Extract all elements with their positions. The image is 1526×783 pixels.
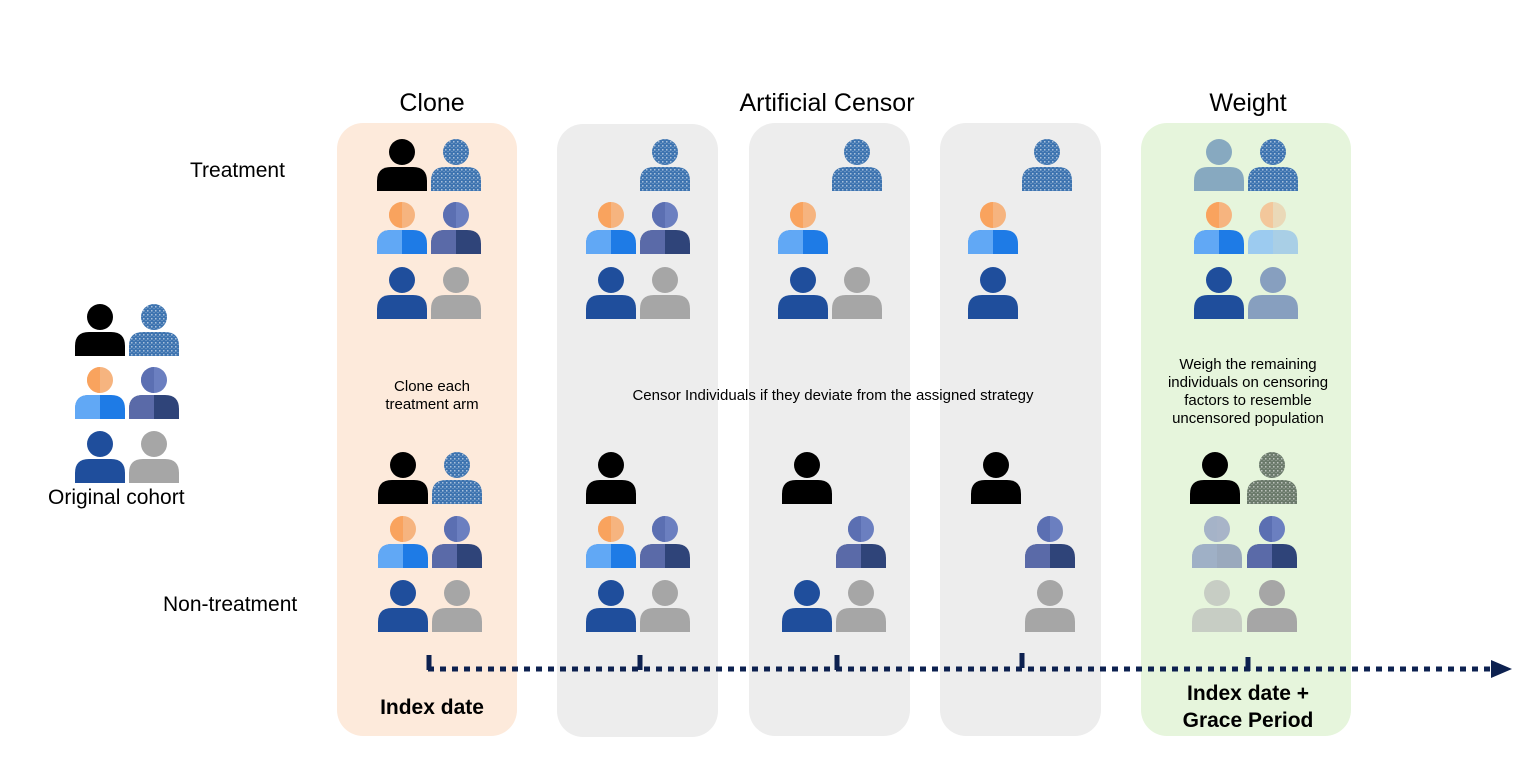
- person-icon: [640, 267, 690, 319]
- person-icon: [378, 452, 428, 504]
- person-icon: [377, 267, 427, 319]
- person-icon: [1192, 580, 1242, 632]
- person-icon: [377, 139, 427, 191]
- row-label-non-treatment: Non-treatment: [163, 593, 298, 616]
- person-icon: [75, 431, 125, 483]
- person-icon: [432, 580, 482, 632]
- grace-period-line1: Index date +: [1187, 682, 1309, 705]
- person-icon: [1194, 202, 1244, 254]
- person-icon: [431, 202, 481, 254]
- person-icon: [832, 139, 882, 191]
- person-icon: [432, 452, 482, 504]
- timeline-arrowhead: [1491, 660, 1512, 678]
- person-icon: [968, 202, 1018, 254]
- clone-note: Clone each treatment arm: [385, 378, 479, 413]
- person-icon: [1194, 139, 1244, 191]
- person-icon: [75, 304, 125, 356]
- person-icon: [1248, 202, 1298, 254]
- person-icon: [586, 516, 636, 568]
- grace-period-label: Index date + Grace Period: [1148, 680, 1348, 734]
- weight-note: Weigh the remaining individuals on censo…: [1167, 356, 1329, 427]
- weight-panel: [1141, 123, 1351, 736]
- person-icon: [640, 580, 690, 632]
- censor-panel-3: [940, 123, 1101, 736]
- person-icon: [129, 431, 179, 483]
- person-icon: [1247, 580, 1297, 632]
- header-artificial-censor: Artificial Censor: [739, 89, 915, 117]
- person-icon: [431, 139, 481, 191]
- person-icon: [778, 267, 828, 319]
- person-icon: [586, 452, 636, 504]
- person-icon: [431, 267, 481, 319]
- person-icon: [1025, 516, 1075, 568]
- person-icon: [586, 580, 636, 632]
- person-icon: [377, 202, 427, 254]
- person-icon: [640, 139, 690, 191]
- person-icon: [778, 202, 828, 254]
- cohort-label: Original cohort: [48, 486, 185, 509]
- person-icon: [75, 367, 125, 419]
- grace-period-line2: Grace Period: [1182, 709, 1314, 732]
- person-icon: [1247, 516, 1297, 568]
- person-icon: [586, 202, 636, 254]
- person-icon: [1022, 139, 1072, 191]
- clone-panel: [337, 123, 517, 736]
- person-icon: [1192, 516, 1242, 568]
- censor-panel-2: [749, 123, 910, 736]
- header-clone: Clone: [399, 89, 465, 117]
- header-weight: Weight: [1209, 89, 1287, 117]
- person-icon: [782, 452, 832, 504]
- person-icon: [832, 267, 882, 319]
- person-icon: [968, 267, 1018, 319]
- person-icon: [836, 516, 886, 568]
- person-icon: [432, 516, 482, 568]
- index-date-label: Index date: [380, 696, 484, 719]
- person-icon: [1247, 452, 1297, 504]
- person-icon: [640, 516, 690, 568]
- person-icon: [971, 452, 1021, 504]
- person-icon: [129, 367, 179, 419]
- person-icon: [378, 580, 428, 632]
- person-icon: [782, 580, 832, 632]
- censor-note: Censor Individuals if they deviate from …: [632, 387, 1034, 404]
- person-icon: [1248, 267, 1298, 319]
- person-icon: [1190, 452, 1240, 504]
- row-label-treatment: Treatment: [190, 159, 285, 182]
- person-icon: [1248, 139, 1298, 191]
- person-icon: [129, 304, 179, 356]
- person-icon: [586, 267, 636, 319]
- censor-panel-1: [557, 124, 718, 737]
- person-icon: [640, 202, 690, 254]
- person-icon: [836, 580, 886, 632]
- person-icon: [1025, 580, 1075, 632]
- person-icon: [378, 516, 428, 568]
- person-icon: [1194, 267, 1244, 319]
